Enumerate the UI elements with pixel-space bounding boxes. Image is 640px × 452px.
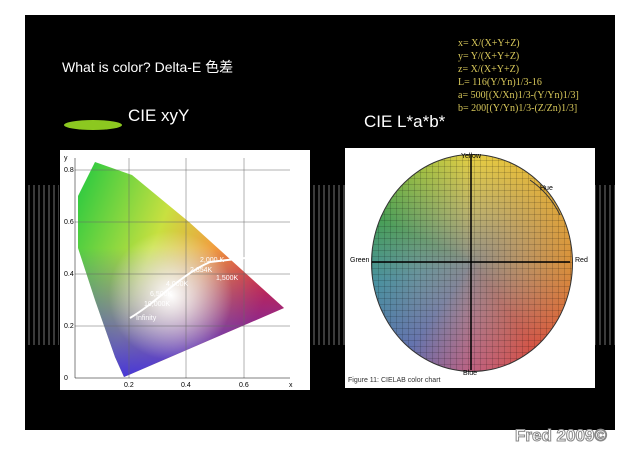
label: 1,500K [216,275,239,282]
heading: CIE xyY [128,106,190,125]
heading: CIE L*a*b* [364,112,446,131]
formula: a= 500[(X/Xn)1/3-(Y/Yn)1/3] [458,90,579,101]
label: Red [575,257,588,264]
label: 0.4 [64,271,74,278]
label: x [289,382,293,389]
blob [64,120,122,130]
label: 10,000K [144,301,170,308]
formula: z= X/(X+Y+Z) [458,64,520,75]
label: 4,000K [166,281,189,288]
label: Hue [540,185,553,192]
formula: L= 116(Y/Yn)1/3-16 [458,77,542,88]
label: 2,854K [190,267,213,274]
label: Blue [463,370,477,377]
label: 0.2 [64,323,74,330]
label: 0.8 [64,167,74,174]
formulas: x= X/(X+Y+Z) y= Y/(X+Y+Z) z= X/(X+Y+Z) L= 1… [458,37,579,115]
caption: Figure 11: CIELAB color chart [348,377,441,384]
formula: y= Y/(X+Y+Z) [458,51,520,62]
label: Yellow [461,153,482,160]
label: 0.4 [181,382,191,389]
footer: Fred 2009© [515,426,608,446]
label: Green [350,257,370,264]
label: y [64,155,68,162]
label: Infinity [136,315,157,322]
formula: b= 200[(Y/Yn)1/3-(Z/Zn)1/3] [458,103,578,114]
label: 6,500K [150,291,173,298]
label: 0.6 [64,219,74,226]
slide-title: What is color? Delta-E 色差 [62,59,234,75]
label: 0 [64,375,68,382]
stripes [25,185,59,345]
label: 0.6 [239,382,249,389]
stripes [310,185,345,345]
label: 0.2 [124,382,134,389]
formula: x= X/(X+Y+Z) [458,38,520,49]
lab-wheel [371,154,573,372]
label: 2,000 K [200,257,224,264]
